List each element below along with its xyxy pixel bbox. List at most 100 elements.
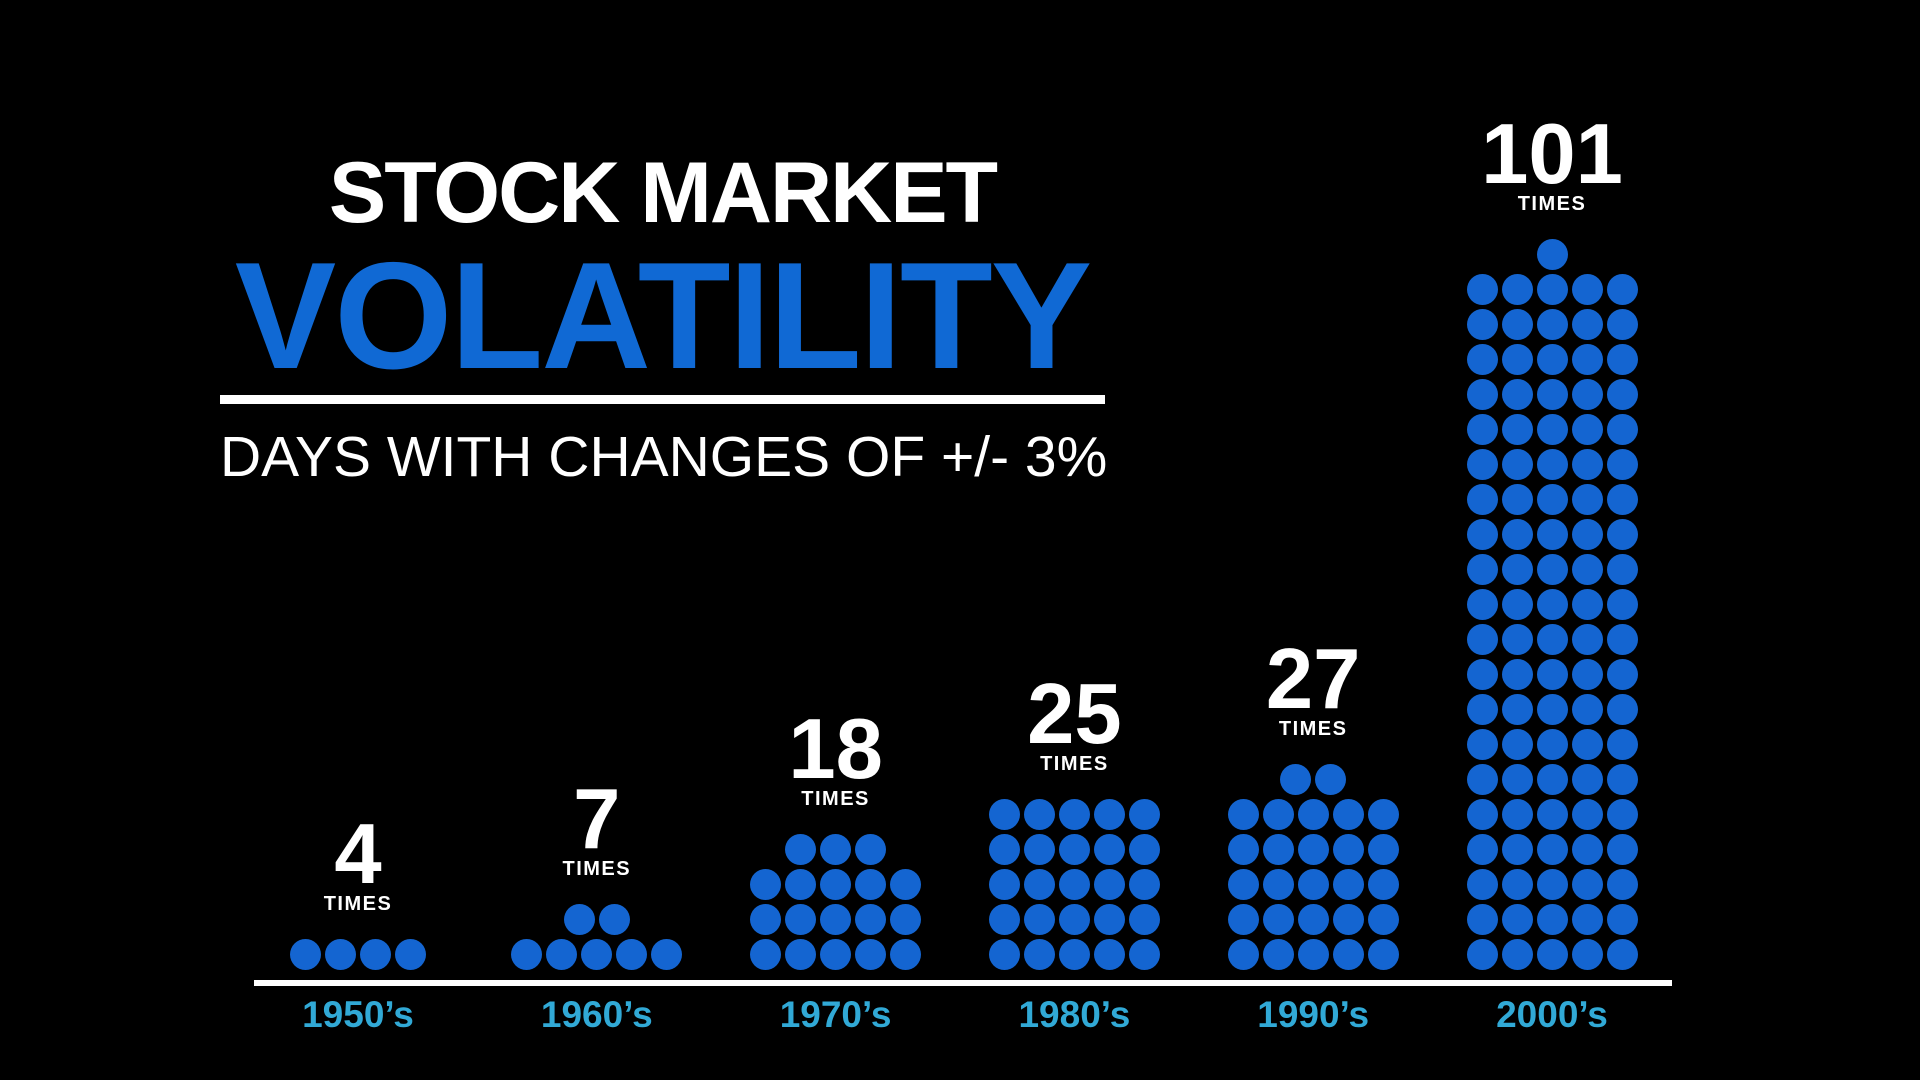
title-underline bbox=[220, 395, 1105, 404]
dot bbox=[360, 939, 391, 970]
dot-row bbox=[1227, 834, 1399, 865]
dot bbox=[1227, 869, 1259, 900]
dot bbox=[1023, 939, 1055, 970]
dot bbox=[1023, 799, 1055, 830]
dot bbox=[1501, 309, 1533, 340]
dot bbox=[1571, 414, 1603, 445]
dot bbox=[1536, 904, 1568, 935]
dot bbox=[1367, 834, 1399, 865]
dot bbox=[1606, 274, 1638, 305]
dot bbox=[1093, 904, 1125, 935]
decade-column-1980s: 25 TIMES bbox=[954, 666, 1194, 970]
dot bbox=[1262, 939, 1294, 970]
dot bbox=[1262, 834, 1294, 865]
dot bbox=[598, 904, 630, 935]
count-value-1980s: 25 bbox=[1027, 666, 1122, 762]
dot bbox=[855, 834, 887, 865]
dot bbox=[1501, 484, 1533, 515]
dot bbox=[785, 869, 817, 900]
times-label-1950s: TIMES bbox=[323, 893, 393, 915]
dot bbox=[1501, 659, 1533, 690]
dot bbox=[1606, 799, 1638, 830]
dot-row bbox=[988, 799, 1160, 830]
dot bbox=[1280, 764, 1312, 795]
dot bbox=[1536, 869, 1568, 900]
dot bbox=[1536, 519, 1568, 550]
subtitle: DAYS WITH CHANGES OF +/- 3% bbox=[220, 425, 1108, 489]
dot bbox=[1093, 869, 1125, 900]
dot bbox=[1501, 694, 1533, 725]
dot bbox=[988, 799, 1020, 830]
axis-label-1980s: 1980’s bbox=[1018, 994, 1131, 1035]
times-label-1970s: TIMES bbox=[801, 788, 870, 810]
dot bbox=[1058, 799, 1090, 830]
dot-row bbox=[1466, 694, 1638, 725]
dot bbox=[1571, 449, 1603, 480]
dot bbox=[1466, 624, 1498, 655]
dot bbox=[1058, 939, 1090, 970]
dot-row bbox=[1466, 589, 1638, 620]
dot bbox=[1536, 449, 1568, 480]
dot bbox=[1466, 939, 1498, 970]
dot bbox=[1466, 484, 1498, 515]
dot bbox=[1058, 869, 1090, 900]
axis-label-1990s: 1990’s bbox=[1257, 994, 1370, 1035]
dot bbox=[1606, 449, 1638, 480]
dot bbox=[855, 904, 887, 935]
dot bbox=[1466, 519, 1498, 550]
dot bbox=[1536, 939, 1568, 970]
dot bbox=[1297, 799, 1329, 830]
dot bbox=[1606, 309, 1638, 340]
times-label-1990s: TIMES bbox=[1278, 718, 1348, 740]
dot-grid-1960s bbox=[511, 904, 683, 970]
dot bbox=[546, 939, 578, 970]
dot bbox=[1466, 344, 1498, 375]
dot bbox=[1501, 799, 1533, 830]
dot bbox=[1536, 239, 1568, 270]
title-line1: STOCK MARKET bbox=[328, 145, 998, 241]
dot bbox=[1501, 519, 1533, 550]
dot bbox=[1501, 449, 1533, 480]
dot-row bbox=[1466, 904, 1638, 935]
decade-column-1990s: 27 TIMES bbox=[1193, 637, 1433, 970]
dot bbox=[1332, 869, 1364, 900]
dot bbox=[651, 939, 683, 970]
dot bbox=[988, 939, 1020, 970]
dot bbox=[1501, 764, 1533, 795]
dot bbox=[1501, 624, 1533, 655]
dot bbox=[988, 834, 1020, 865]
dot bbox=[1536, 799, 1568, 830]
dot-row bbox=[1280, 764, 1347, 795]
dot bbox=[1297, 939, 1329, 970]
dot bbox=[785, 939, 817, 970]
dot bbox=[1536, 414, 1568, 445]
dot bbox=[820, 869, 852, 900]
dot bbox=[1367, 869, 1399, 900]
dot-row bbox=[1466, 449, 1638, 480]
dot bbox=[1536, 554, 1568, 585]
dot bbox=[1128, 834, 1160, 865]
dot bbox=[1536, 624, 1568, 655]
dot-row bbox=[1466, 729, 1638, 760]
dot bbox=[1536, 729, 1568, 760]
dot-row bbox=[563, 904, 630, 935]
dot bbox=[325, 939, 356, 970]
dot bbox=[1536, 309, 1568, 340]
dot bbox=[1315, 764, 1347, 795]
dot bbox=[1501, 729, 1533, 760]
dot bbox=[1262, 869, 1294, 900]
dot bbox=[1536, 379, 1568, 410]
decade-column-1970s: 18 TIMES bbox=[716, 707, 956, 970]
dot-grid-1970s bbox=[750, 834, 922, 970]
dot-row bbox=[988, 834, 1160, 865]
dot bbox=[1501, 904, 1533, 935]
dot bbox=[1536, 659, 1568, 690]
dot-row bbox=[750, 869, 922, 900]
dot bbox=[750, 869, 782, 900]
dot-grid-1980s bbox=[988, 799, 1160, 970]
dot bbox=[1606, 624, 1638, 655]
dot-row bbox=[1466, 519, 1638, 550]
dot bbox=[750, 904, 782, 935]
